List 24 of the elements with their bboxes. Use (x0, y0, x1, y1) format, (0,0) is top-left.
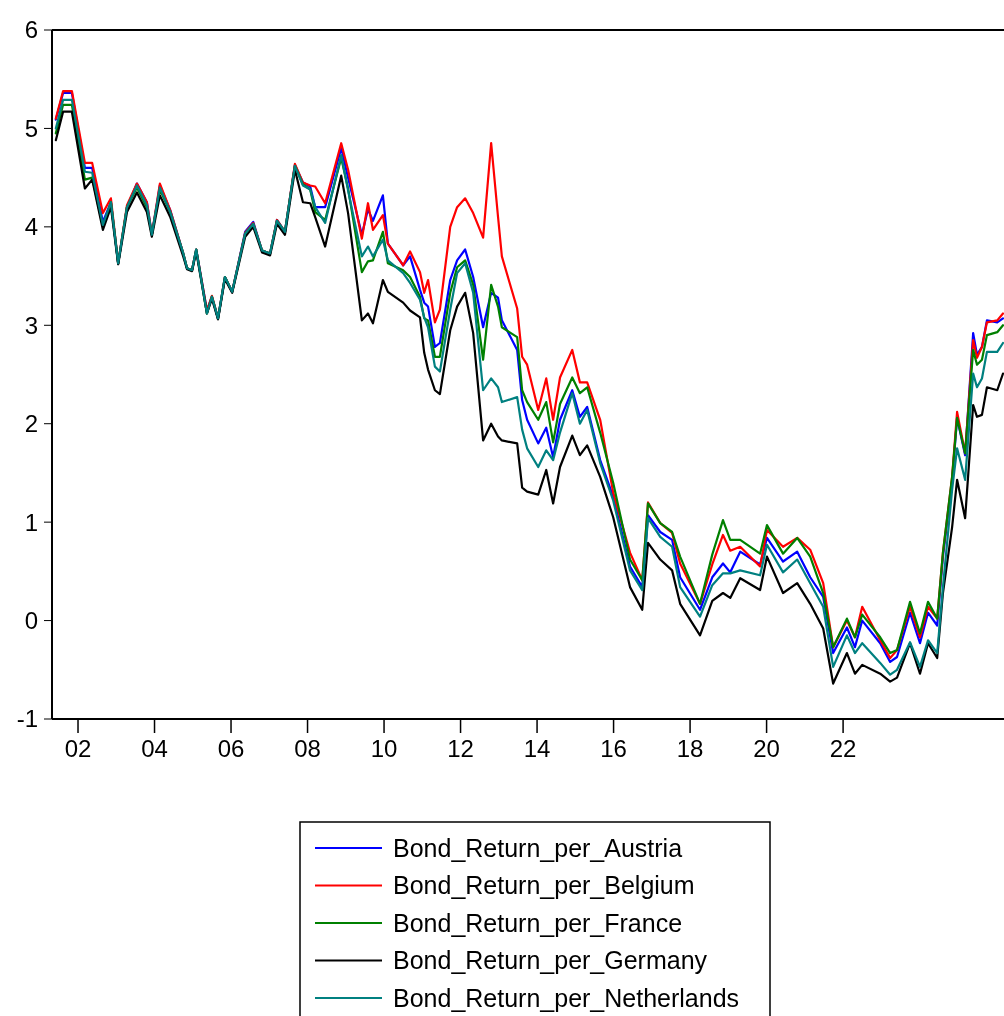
x-tick-label: 22 (829, 735, 857, 762)
x-tick-label: 10 (370, 735, 398, 762)
x-tick-label: 16 (600, 735, 627, 762)
y-tick-label: 0 (24, 606, 38, 634)
legend-label: Bond_Return_per_Belgium (393, 871, 695, 900)
y-tick-label: 6 (24, 16, 38, 44)
legend-label: Bond_Return_per_Netherlands (393, 983, 740, 1012)
x-tick-label: 18 (676, 735, 704, 762)
y-tick-label: 2 (24, 410, 38, 438)
y-tick-label: 4 (24, 213, 38, 241)
y-tick-label: 1 (24, 508, 38, 536)
y-tick-label: 3 (24, 311, 38, 339)
legend-label: Bond_Return_per_France (393, 908, 683, 937)
x-tick-label: 06 (217, 735, 245, 762)
x-tick-label: 02 (64, 735, 92, 762)
x-tick-label: 14 (523, 735, 551, 762)
y-tick-label: -1 (16, 705, 38, 733)
x-tick-label: 12 (447, 735, 474, 762)
x-tick-label: 20 (753, 735, 780, 762)
x-tick-label: 08 (294, 735, 321, 762)
legend-label: Bond_Return_per_Austria (393, 833, 683, 862)
legend-label: Bond_Return_per_Germany (393, 946, 708, 975)
y-tick-label: 5 (24, 114, 38, 142)
x-tick-label: 04 (141, 735, 168, 762)
